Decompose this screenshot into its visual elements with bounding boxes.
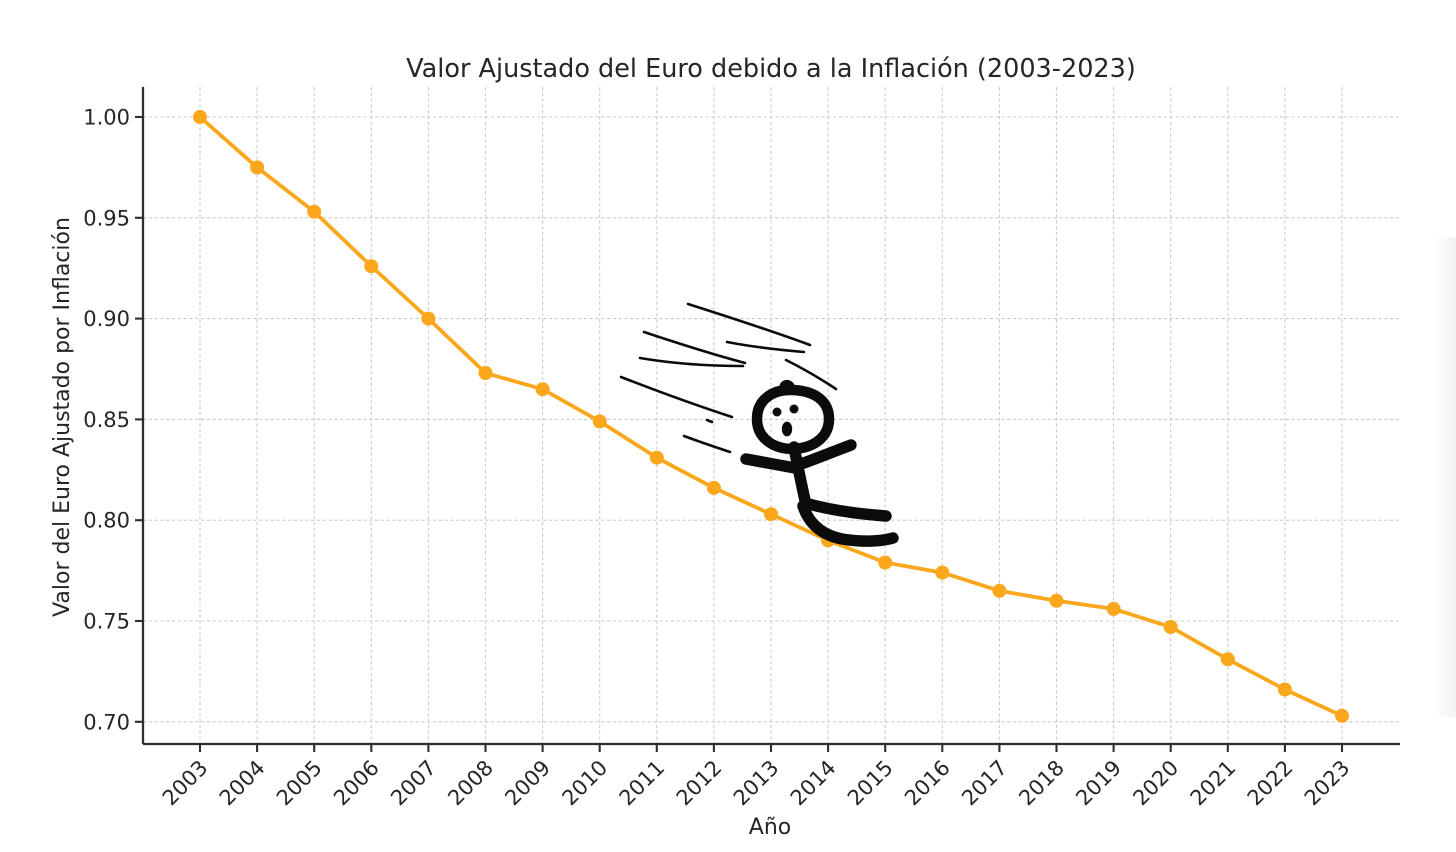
speed-line: [784, 358, 838, 391]
chart-title: Valor Ajustado del Euro debido a la Infl…: [406, 54, 1136, 84]
data-point-2020: [1163, 620, 1178, 634]
data-point-2015: [878, 555, 893, 570]
doodle-eye-right: [789, 404, 799, 414]
y-tick-label: 0.80: [83, 509, 130, 533]
x-tick-label: 2011: [615, 756, 670, 811]
x-tick-label: 2022: [1243, 756, 1298, 811]
x-tick-label: 2017: [957, 756, 1012, 811]
speed-line: [642, 330, 747, 365]
x-tick-label: 2006: [329, 756, 384, 811]
x-tick-label: 2009: [500, 756, 555, 811]
x-tick-label: 2018: [1014, 756, 1069, 811]
data-point-2021: [1220, 652, 1235, 667]
x-tick-label: 2014: [786, 756, 841, 811]
x-tick-label: 2012: [672, 756, 727, 811]
speed-line: [619, 375, 734, 419]
data-point-2011: [649, 450, 664, 465]
data-point-2017: [992, 583, 1007, 598]
data-point-2022: [1277, 682, 1292, 697]
speed-line: [725, 340, 806, 354]
x-tick-label: 2005: [272, 756, 327, 811]
x-tick-label: 2020: [1128, 756, 1183, 811]
x-tick-label: 2023: [1300, 756, 1355, 811]
data-point-2003: [193, 110, 207, 124]
data-point-2007: [421, 311, 436, 326]
doodle-eye-left: [772, 407, 782, 417]
x-tick-label: 2016: [900, 756, 955, 811]
x-tick-label: 2004: [215, 756, 270, 811]
x-axis-label: Año: [749, 815, 791, 840]
data-point-2005: [307, 204, 322, 219]
x-tick-label: 2010: [557, 756, 612, 811]
y-tick-label: 0.85: [83, 408, 130, 432]
speed-line: [686, 302, 812, 347]
x-tick-label: 2013: [729, 756, 784, 811]
data-point-2004: [250, 160, 265, 175]
x-tick-label: 2007: [386, 756, 441, 811]
data-point-2009: [535, 382, 550, 397]
doodle-torso: [788, 441, 812, 511]
data-point-2010: [592, 414, 607, 429]
x-tick-label: 2003: [158, 756, 213, 811]
speed-line: [705, 418, 714, 424]
data-point-2013: [764, 507, 778, 522]
x-tick-label: 2019: [1071, 756, 1126, 811]
data-point-2006: [364, 259, 379, 274]
speed-line: [638, 356, 745, 368]
speed-line: [682, 434, 732, 454]
data-point-2008: [478, 366, 493, 380]
y-tick-label: 0.90: [83, 307, 130, 331]
y-tick-label: 0.95: [83, 206, 130, 230]
data-point-2012: [706, 480, 721, 495]
x-tick-label: 2015: [843, 756, 898, 811]
doodle-mouth: [781, 421, 793, 437]
doodle-head-scribble: [779, 379, 796, 396]
x-tick-label: 2021: [1186, 756, 1241, 811]
doodle-leg-lower: [797, 500, 899, 547]
doodle-arm-left: [740, 453, 801, 474]
data-point-2023: [1335, 708, 1349, 723]
x-tick-label: 2008: [443, 756, 498, 811]
data-point-2018: [1049, 593, 1064, 608]
y-axis-label: Valor del Euro Ajustado por Inflación: [50, 217, 75, 617]
y-tick-label: 0.75: [83, 610, 130, 634]
y-tick-label: 0.70: [83, 710, 130, 734]
y-tick-label: 1.00: [83, 106, 130, 130]
doodle-arm-right: [795, 439, 857, 470]
data-point-2019: [1106, 601, 1121, 616]
doodle-leg-upper: [799, 497, 892, 522]
data-point-2016: [935, 565, 950, 580]
